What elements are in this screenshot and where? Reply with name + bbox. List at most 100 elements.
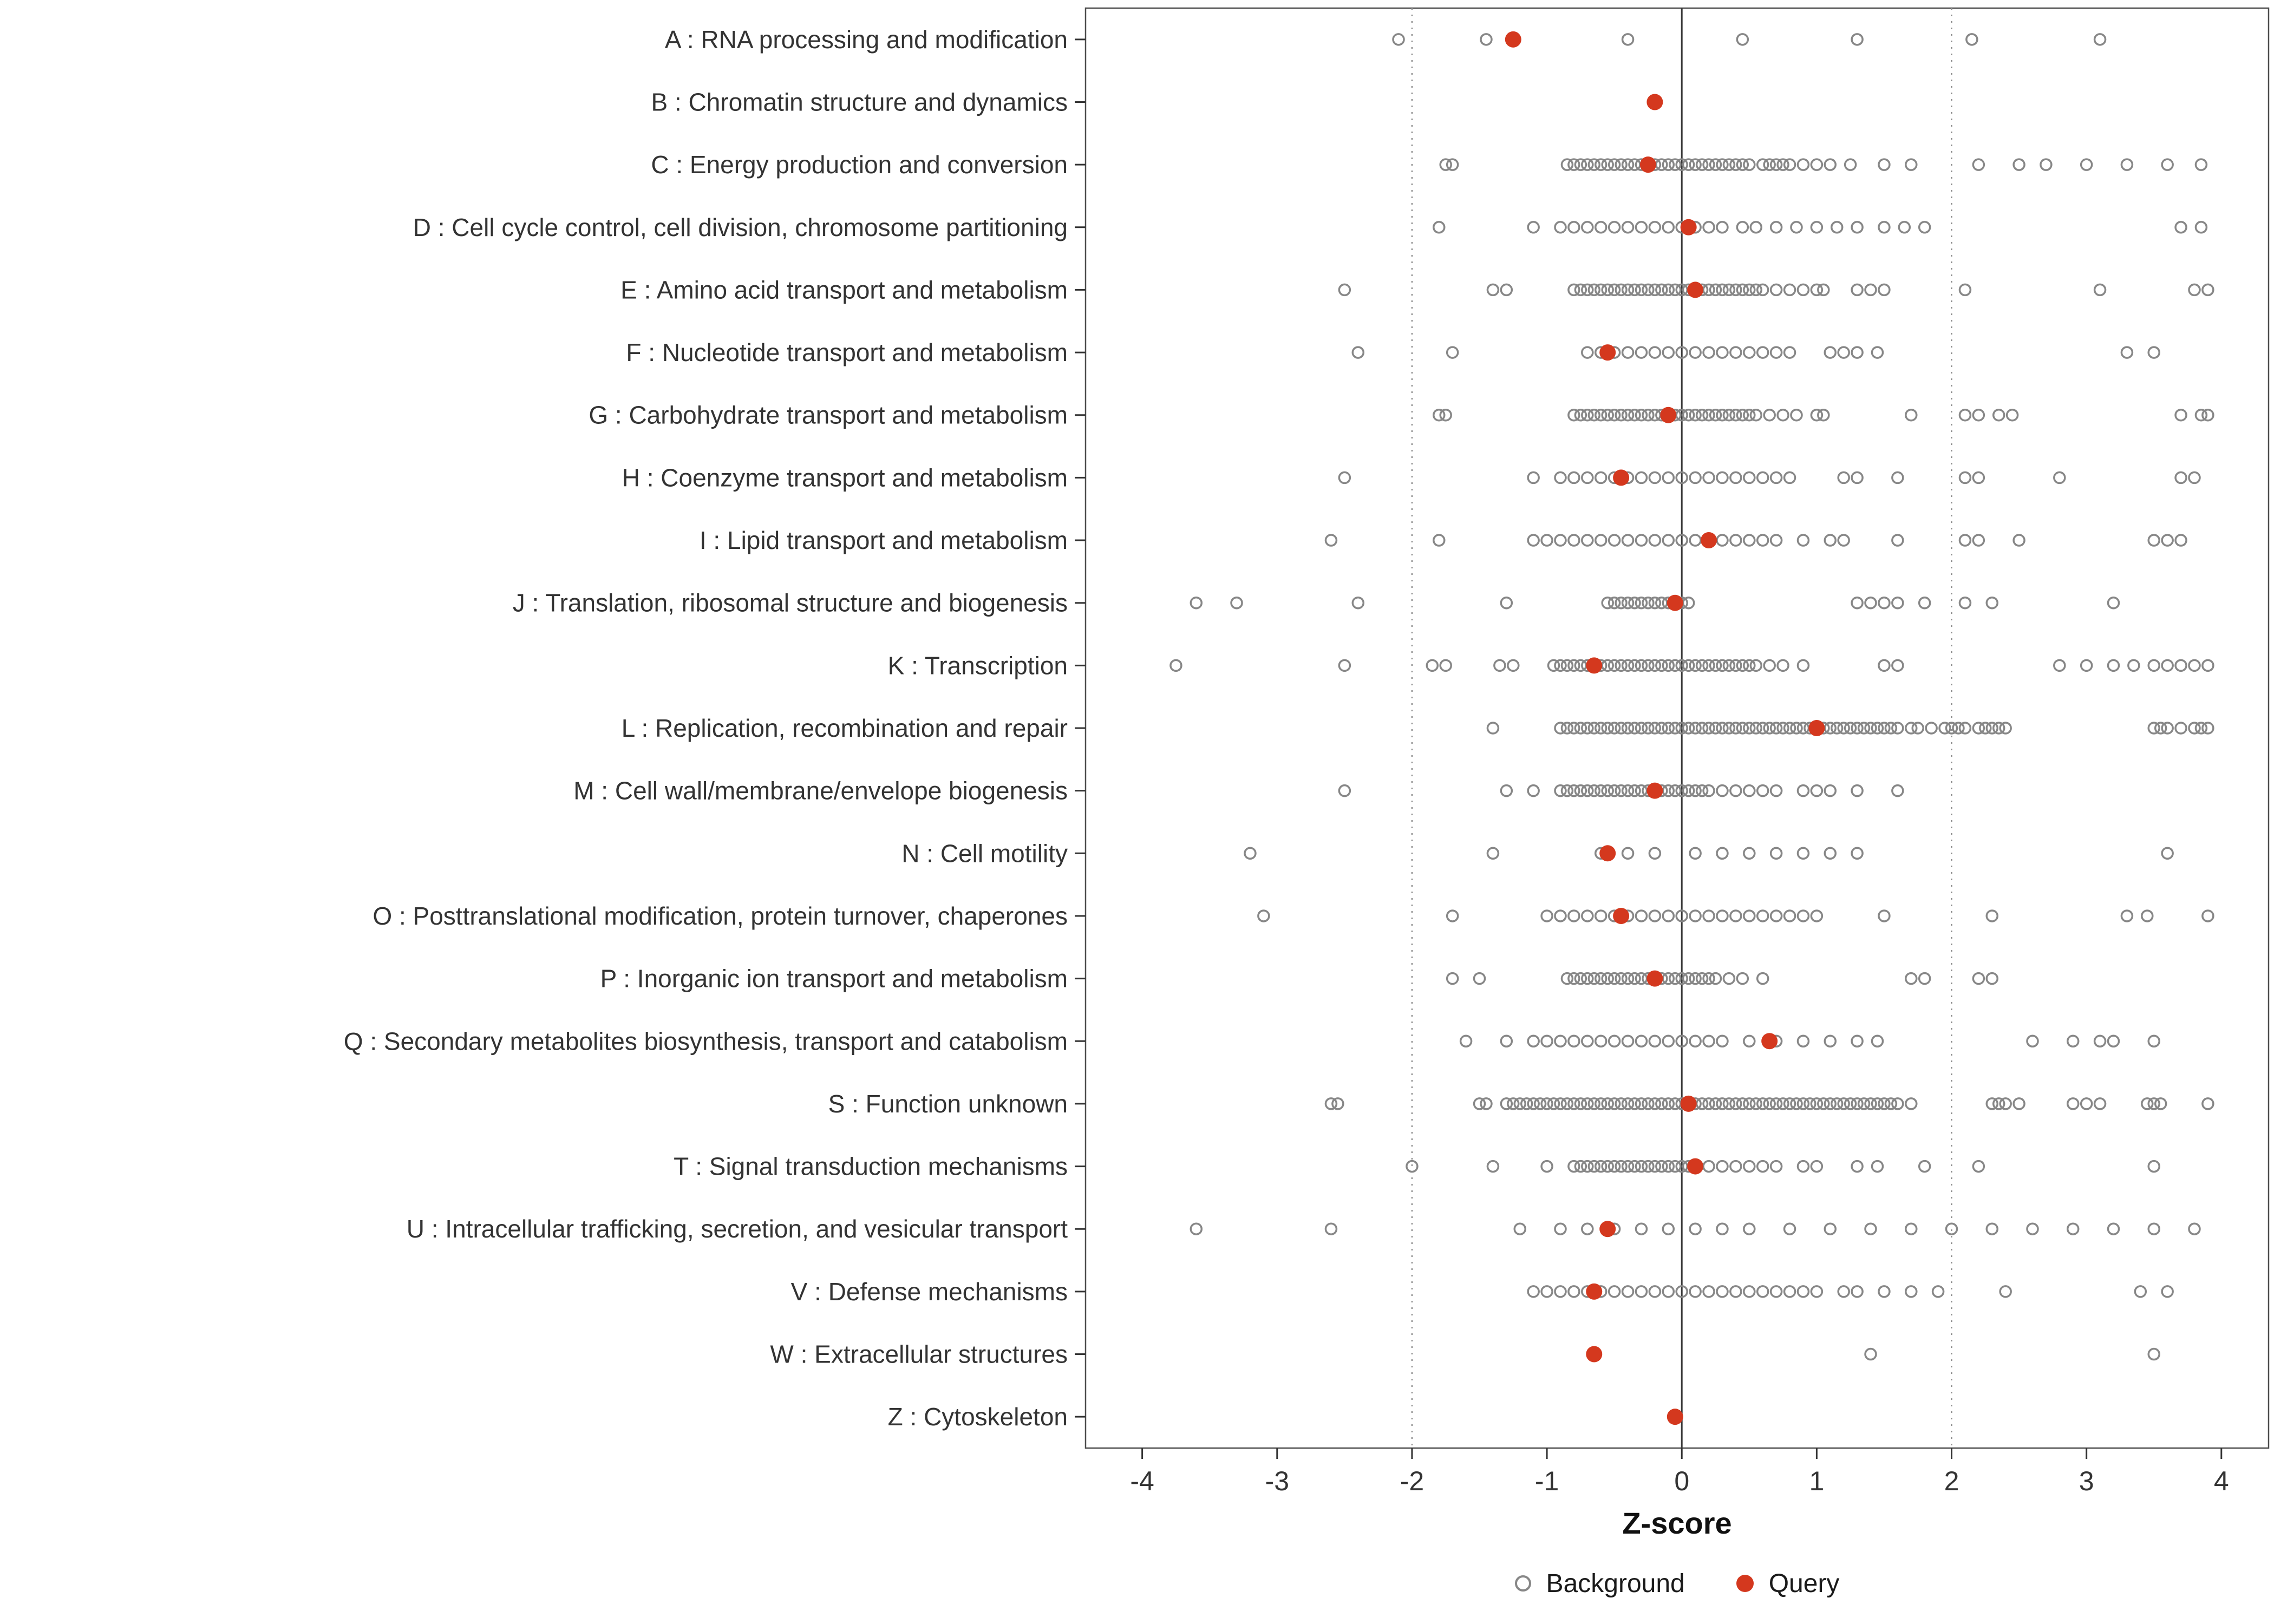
background-point (1446, 158, 1459, 171)
background-point (1729, 408, 1742, 422)
category-label: Q : Secondary metabolites biosynthesis, … (344, 1027, 1068, 1055)
background-point (1169, 659, 1182, 672)
background-point (1621, 596, 1635, 610)
background-point (1513, 1222, 1526, 1235)
background-point (1736, 408, 1749, 422)
background-point (1743, 1034, 1756, 1048)
background-point (1871, 346, 1884, 359)
background-point (1648, 534, 1662, 547)
background-point (1857, 722, 1871, 735)
background-point (1689, 659, 1702, 672)
x-tick-label: 0 (1674, 1466, 1689, 1496)
background-point (1500, 1034, 1513, 1048)
background-point (1601, 283, 1614, 297)
background-point (1500, 596, 1513, 610)
query-point (1599, 1221, 1616, 1237)
background-point (1608, 659, 1621, 672)
category-label: V : Defense mechanisms (791, 1278, 1068, 1306)
background-point (1796, 659, 1810, 672)
background-point (2174, 659, 2187, 672)
background-point (1581, 534, 1594, 547)
query-point (1639, 156, 1656, 173)
background-point (1500, 784, 1513, 797)
background-point (1587, 1097, 1601, 1110)
background-point (1433, 408, 1446, 422)
strip-chart: -4 -3 -2 -1 0 1 2 3 4 Z-score A : RNA processing a… (344, 7, 2270, 1540)
background-point (1844, 1097, 1857, 1110)
x-tick-label: -3 (1265, 1466, 1289, 1496)
x-tick-label: 2 (1944, 1466, 1959, 1496)
legend-item-background: Background (1514, 1569, 1685, 1599)
query-point (1660, 407, 1677, 423)
background-point (2093, 1097, 2107, 1110)
background-point (1655, 283, 1668, 297)
background-point (1796, 784, 1810, 797)
background-point (1824, 158, 1837, 171)
background-point (2154, 1097, 2167, 1110)
background-point (1769, 784, 1783, 797)
background-point (1608, 722, 1621, 735)
background-point (1642, 1097, 1655, 1110)
background-point (1648, 283, 1662, 297)
background-point (1621, 1285, 1635, 1298)
background-point (1574, 158, 1587, 171)
background-point (1837, 722, 1850, 735)
background-point (2188, 1222, 2201, 1235)
background-point (1729, 534, 1742, 547)
background-point (1635, 346, 1648, 359)
background-point (1587, 158, 1601, 171)
background-point (1736, 972, 1749, 985)
query-point (1613, 469, 1630, 486)
background-point (2161, 1285, 2174, 1298)
background-point (2107, 659, 2120, 672)
background-point (1581, 283, 1594, 297)
background-point (1554, 534, 1567, 547)
background-point (1608, 221, 1621, 234)
background-point (1324, 1097, 1338, 1110)
background-point (1972, 722, 1985, 735)
background-point (2161, 847, 2174, 860)
background-point (1486, 722, 1500, 735)
background-point (1655, 1160, 1668, 1173)
background-point (1587, 972, 1601, 985)
background-point (1898, 221, 1911, 234)
background-point (1567, 1097, 1580, 1110)
background-point (1540, 1034, 1553, 1048)
background-point (1433, 534, 1446, 547)
background-point (1621, 1034, 1635, 1048)
background-point (1574, 972, 1587, 985)
background-point (1581, 1097, 1594, 1110)
background-point (1911, 722, 1924, 735)
background-point (1574, 408, 1587, 422)
background-point (2012, 158, 2025, 171)
background-point (1999, 722, 2012, 735)
background-point (1891, 659, 1904, 672)
background-point (1702, 909, 1715, 922)
background-point (1749, 283, 1762, 297)
query-point (1586, 657, 1603, 674)
background-point (1594, 534, 1608, 547)
background-point (1682, 722, 1695, 735)
query-point (1701, 532, 1717, 549)
background-point (1486, 1160, 1500, 1173)
background-point (2080, 659, 2093, 672)
background-point (1662, 534, 1675, 547)
legend-label-query: Query (1768, 1569, 1840, 1598)
category-label: C : Energy production and conversion (651, 150, 1068, 179)
background-point (1628, 408, 1641, 422)
background-point (1190, 1222, 1203, 1235)
background-point (1769, 471, 1783, 484)
background-point (1702, 784, 1715, 797)
background-point (1621, 534, 1635, 547)
background-point (1608, 534, 1621, 547)
background-point (2120, 158, 2134, 171)
background-point (1716, 1285, 1729, 1298)
background-point (1851, 784, 1864, 797)
legend-label-background: Background (1546, 1569, 1685, 1598)
background-point (1729, 784, 1742, 797)
background-point (1709, 722, 1722, 735)
background-point (1635, 534, 1648, 547)
background-point (2141, 909, 2154, 922)
query-point (1761, 1033, 1778, 1050)
background-point (1743, 909, 1756, 922)
